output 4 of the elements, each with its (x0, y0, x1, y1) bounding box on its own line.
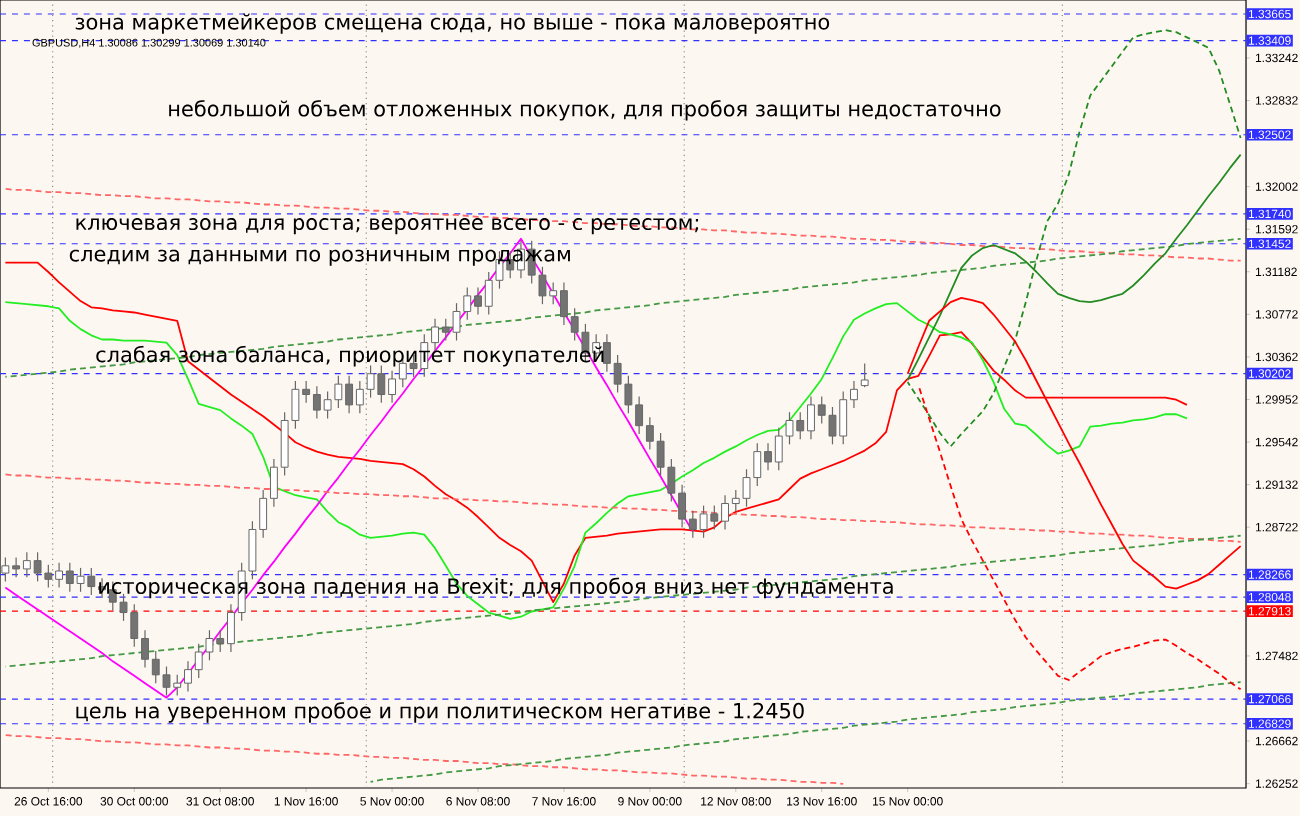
annotation: ключевая зона для роста; вероятнее всего - с ретестом; (76, 218, 699, 235)
annotation: небольшой объем отложенных покупок, для пробоя защиты недостаточно (169, 100, 1001, 121)
annotation: зона маркетмейкеров смещена сюда, но выше - пока маловероятно (75, 13, 830, 34)
annotation: цель на уверенном пробое и при политическом негативе - 1.2450 (76, 702, 804, 723)
